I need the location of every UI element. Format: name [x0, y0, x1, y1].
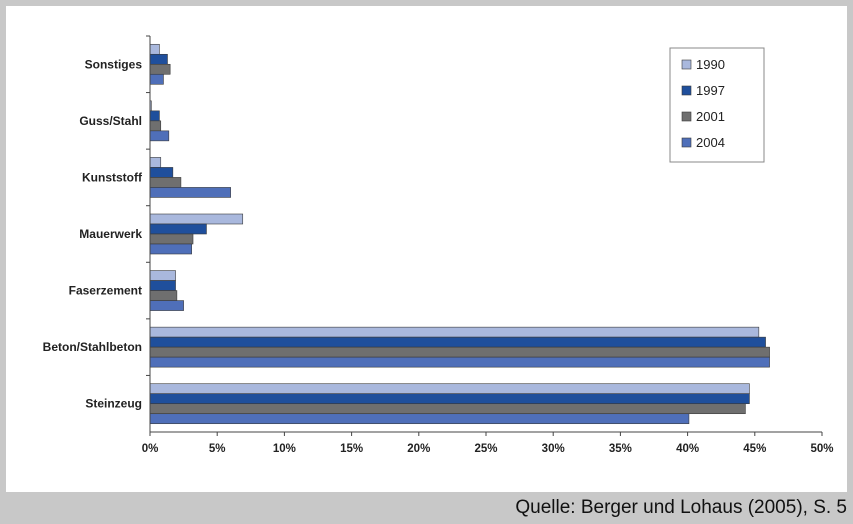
bar-guss-stahl-1997 — [149, 110, 160, 122]
bar-guss-stahl-2001 — [149, 120, 162, 132]
bar-faserzement-2001 — [149, 290, 178, 301]
x-tick-label: 40% — [676, 443, 699, 455]
legend-swatch-2004 — [681, 137, 692, 148]
category-label-guss-stahl: Guss/Stahl — [79, 114, 142, 128]
category-label-faserzement: Faserzement — [69, 284, 142, 298]
bar-steinzeug-2004 — [149, 413, 690, 425]
x-tick-label: 25% — [474, 443, 497, 455]
bar-steinzeug-2001 — [149, 403, 746, 415]
x-tick-label: 5% — [209, 443, 226, 455]
chart-panel: 0% 5% 10% 15% 20% 25% 30% 35% 40% 45% 50% Sonstige… — [6, 6, 847, 492]
bar-beton-stahlbeton-1997 — [149, 336, 766, 348]
bars — [149, 43, 770, 425]
legend: 1990 1997 2001 2004 — [669, 47, 765, 163]
category-label-mauerwerk: Mauerwerk — [79, 227, 142, 241]
bar-sonstiges-1990 — [149, 43, 160, 55]
x-tick-label: 35% — [609, 443, 632, 455]
category-labels: Sonstiges Guss/Stahl Kunststoff Mauerwerk Fa… — [43, 57, 143, 410]
legend-label-1990: 1990 — [696, 57, 725, 72]
bar-steinzeug-1997 — [149, 393, 750, 405]
bar-faserzement-2004 — [149, 300, 184, 311]
bar-kunststoff-1997 — [149, 167, 174, 178]
bar-kunststoff-2001 — [149, 177, 182, 188]
bar-faserzement-1990 — [149, 270, 176, 281]
x-tick-label: 20% — [407, 443, 430, 455]
x-tick-label: 0% — [142, 443, 159, 455]
category-label-kunststoff: Kunststoff — [82, 170, 143, 184]
legend-label-2004: 2004 — [696, 135, 725, 150]
bar-beton-stahlbeton-2004 — [149, 356, 770, 368]
bar-mauerwerk-2004 — [149, 243, 192, 255]
category-label-beton-stahlbeton: Beton/Stahlbeton — [43, 340, 142, 354]
bar-steinzeug-1990 — [149, 383, 750, 395]
x-tick-label: 50% — [810, 443, 833, 455]
bar-sonstiges-2001 — [149, 63, 171, 75]
bar-mauerwerk-1997 — [149, 223, 207, 235]
source-caption: Quelle: Berger und Lohaus (2005), S. 5 — [515, 497, 847, 518]
legend-swatch-1990 — [681, 59, 692, 70]
x-tick-label: 30% — [542, 443, 565, 455]
bar-beton-stahlbeton-2001 — [149, 346, 770, 358]
bar-beton-stahlbeton-1990 — [149, 326, 760, 338]
legend-label-1997: 1997 — [696, 83, 725, 98]
bar-sonstiges-2004 — [149, 73, 164, 85]
bar-kunststoff-1990 — [149, 157, 162, 168]
legend-swatch-2001 — [681, 111, 692, 122]
category-label-sonstiges: Sonstiges — [85, 57, 143, 71]
bar-mauerwerk-1990 — [149, 213, 244, 225]
bar-kunststoff-2004 — [149, 187, 231, 198]
bar-faserzement-1997 — [149, 280, 176, 291]
x-tick-label: 15% — [340, 443, 363, 455]
category-label-steinzeug: Steinzeug — [85, 397, 142, 411]
bar-guss-stahl-2004 — [149, 130, 170, 142]
x-tick-label: 45% — [743, 443, 766, 455]
bar-sonstiges-1997 — [149, 53, 168, 65]
x-ticks: 0% 5% 10% 15% 20% 25% 30% 35% 40% 45% 50% — [142, 35, 834, 455]
legend-swatch-1997 — [681, 85, 692, 96]
legend-label-2001: 2001 — [696, 109, 725, 124]
bar-chart: 0% 5% 10% 15% 20% 25% 30% 35% 40% 45% 50% Sonstige… — [43, 35, 834, 455]
bar-mauerwerk-2001 — [149, 233, 194, 245]
x-tick-label: 10% — [273, 443, 296, 455]
